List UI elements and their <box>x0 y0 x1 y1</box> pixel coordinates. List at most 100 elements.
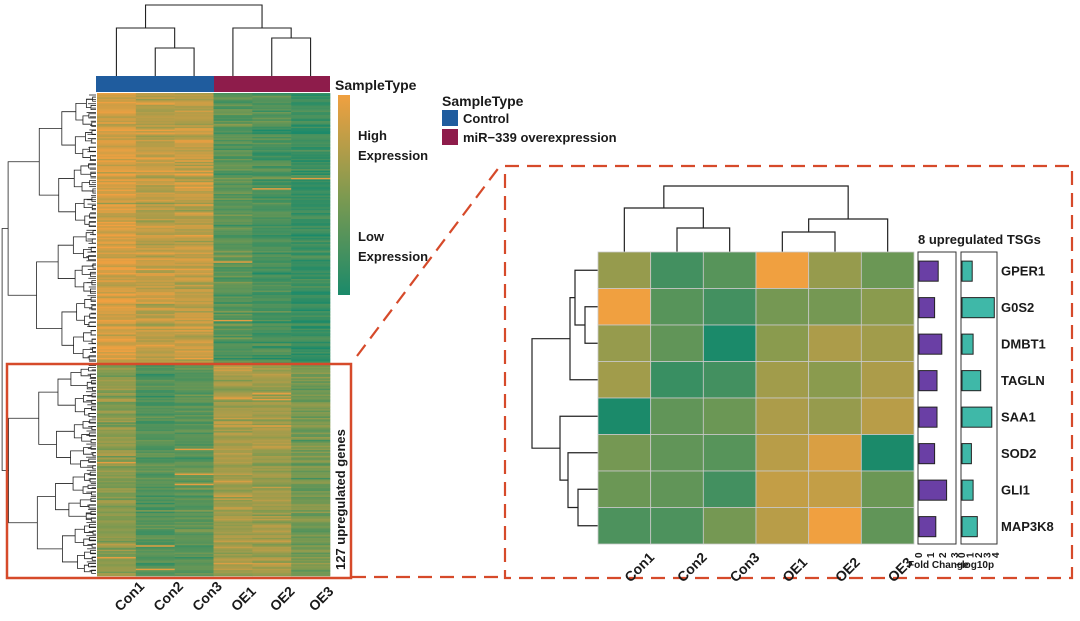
heatmap-cell <box>252 330 292 332</box>
heatmap-row <box>97 205 331 208</box>
dendrogram-branch <box>663 185 849 219</box>
heatmap-cell <box>174 315 214 318</box>
heatmap-cell <box>213 558 253 561</box>
heatmap-row <box>97 571 331 574</box>
heatmap-cell <box>291 179 331 182</box>
heatmap-cell <box>291 110 331 113</box>
heatmap-row <box>97 303 331 306</box>
heatmap-cell <box>291 442 331 445</box>
heatmap-row <box>97 385 331 388</box>
heatmap-cell <box>135 335 175 338</box>
heatmap-cell <box>213 400 253 403</box>
heatmap-row <box>97 290 331 293</box>
heatmap-cell <box>174 271 214 274</box>
heatmap-cell <box>135 128 175 130</box>
heatmap-cell <box>174 252 214 255</box>
heatmap-cell <box>135 232 175 234</box>
heatmap-cell <box>213 199 253 202</box>
heatmap-cell <box>252 277 292 280</box>
heatmap-cell <box>252 504 292 507</box>
heatmap-cell <box>174 207 214 209</box>
heatmap-row <box>97 202 331 205</box>
heatmap-cell <box>97 173 137 176</box>
heatmap-cell <box>97 410 137 413</box>
bar-tick: 0 <box>957 552 968 558</box>
heatmap-cell <box>174 450 214 452</box>
heatmap-cell <box>135 554 175 556</box>
heatmap-cell <box>291 255 331 258</box>
heatmap-cell <box>291 381 331 384</box>
heatmap-row <box>97 164 331 167</box>
heatmap-cell <box>174 385 214 388</box>
heatmap-cell <box>213 349 253 351</box>
heatmap-cell <box>213 311 253 313</box>
heatmap-cell <box>174 447 214 450</box>
heatmap-cell <box>291 422 331 425</box>
legend-swatch-control <box>442 110 458 126</box>
bar <box>918 443 936 465</box>
heatmap-cell <box>97 259 137 262</box>
zoom-cell <box>597 434 652 472</box>
heatmap-cell <box>135 539 175 542</box>
heatmap-cell <box>252 382 292 385</box>
heatmap-cell <box>174 409 214 411</box>
heatmap-row <box>97 100 331 103</box>
heatmap-cell <box>213 520 253 523</box>
heatmap-cell <box>135 498 175 501</box>
heatmap-cell <box>213 489 253 492</box>
heatmap-cell <box>252 479 292 482</box>
heatmap-cell <box>97 463 137 466</box>
heatmap-cell <box>97 148 137 151</box>
heatmap-cell <box>252 385 292 388</box>
heatmap-cell <box>174 378 214 381</box>
heatmap-cell <box>135 403 175 406</box>
heatmap-cell <box>291 451 331 454</box>
dendrogram-branch <box>91 196 96 202</box>
heatmap-cell <box>97 153 137 155</box>
heatmap-cell <box>252 107 292 110</box>
heatmap-cell <box>213 545 253 548</box>
heatmap-cell <box>291 419 331 422</box>
heatmap-cell <box>291 447 331 450</box>
heatmap-cell <box>135 496 175 499</box>
heatmap-cell <box>97 97 137 100</box>
heatmap-cell <box>97 117 137 120</box>
heatmap-cell <box>291 210 331 212</box>
heatmap-cell <box>252 180 292 183</box>
heatmap-cell <box>213 119 253 122</box>
zoom-cell <box>860 361 915 399</box>
heatmap-cell <box>135 420 175 423</box>
heatmap-cell <box>213 390 253 392</box>
heatmap-row <box>97 567 331 570</box>
heatmap-row <box>97 305 331 308</box>
heatmap-cell <box>174 274 214 277</box>
heatmap-cell <box>135 94 175 97</box>
heatmap-cell <box>135 436 175 439</box>
heatmap-cell <box>174 192 214 195</box>
heatmap-cell <box>252 403 292 406</box>
heatmap-cell <box>97 242 137 245</box>
heatmap-cell <box>174 297 214 300</box>
heatmap-cell <box>291 417 331 420</box>
dendrogram-branch <box>531 338 570 449</box>
heatmap-cell <box>174 221 214 224</box>
heatmap-row <box>97 539 331 542</box>
heatmap-cell <box>252 543 292 546</box>
heatmap-row <box>97 395 331 398</box>
heatmap-row <box>97 350 331 353</box>
heatmap-row <box>97 166 331 168</box>
heatmap-cell <box>252 255 292 258</box>
heatmap-cell <box>135 153 175 155</box>
heatmap-cell <box>252 239 292 242</box>
heatmap-row <box>97 496 331 499</box>
heatmap-cell <box>213 193 253 196</box>
heatmap-cell <box>213 350 253 353</box>
heatmap-cell <box>252 280 292 283</box>
heatmap-cell <box>174 546 214 549</box>
zoom-cell <box>650 507 704 545</box>
heatmap-cell <box>135 360 175 363</box>
heatmap-cell <box>174 388 214 391</box>
heatmap-cell <box>291 477 331 480</box>
heatmap-cell <box>174 439 214 442</box>
